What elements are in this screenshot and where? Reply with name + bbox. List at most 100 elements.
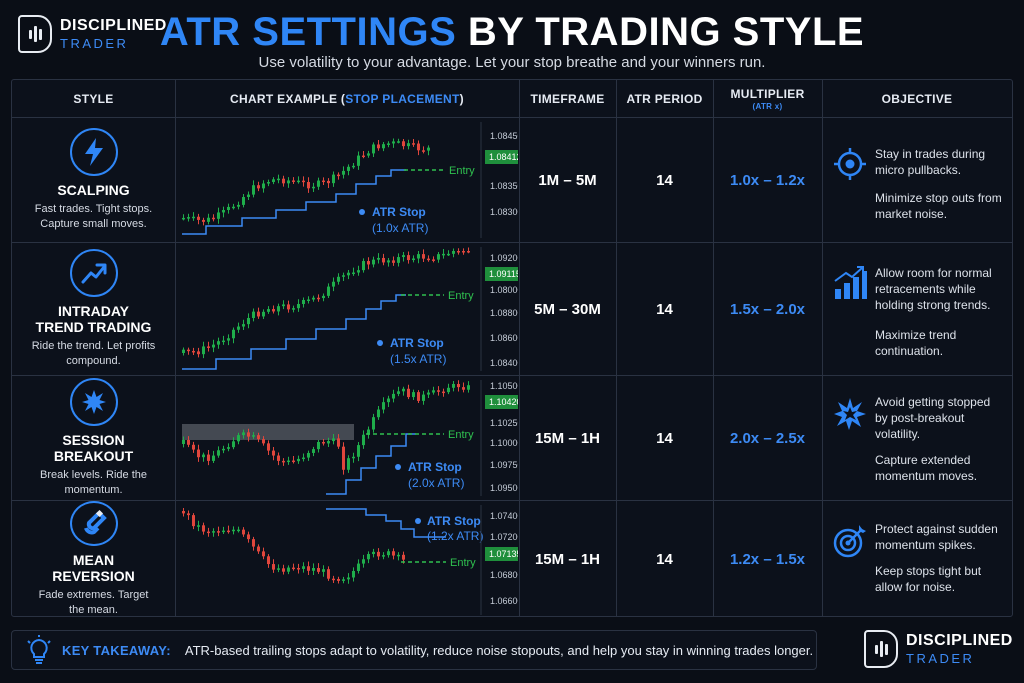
candle-body — [272, 309, 275, 312]
candle-body — [207, 346, 210, 348]
style-name-line: MEAN — [72, 552, 115, 568]
price-label: 1.06800 — [490, 570, 518, 580]
chart-intraday: Entry ATR Stop (1.5x ATR) 1.09200 1.0911… — [182, 247, 518, 371]
candle-body — [212, 344, 215, 348]
candle-body — [237, 435, 240, 442]
candle-body — [377, 409, 380, 418]
current-price: 1.10420 — [489, 397, 518, 407]
objective-scalping: Stay in trades during micro pullbacks. M… — [822, 118, 1012, 242]
candle-body — [362, 261, 365, 271]
candle-body — [257, 311, 260, 317]
candle-body — [312, 297, 315, 300]
candle-body — [437, 390, 440, 392]
candle-body — [347, 166, 350, 171]
candle-body — [207, 531, 210, 534]
candle-body — [242, 432, 245, 436]
row-divider — [12, 375, 1012, 376]
candle-body — [302, 566, 305, 569]
row-divider — [12, 242, 1012, 243]
header-multiplier-label: MULTIPLIER — [730, 86, 805, 101]
atr-stop-dot — [415, 518, 421, 524]
candle-body — [462, 387, 465, 390]
candle-body — [287, 460, 290, 463]
candle-body — [402, 255, 405, 258]
candle-body — [447, 253, 450, 256]
candle-body — [417, 143, 420, 151]
page-subtitle: Use volatility to your advantage. Let yo… — [258, 54, 766, 71]
objective-line: Keep stops tight but allow for noise. — [875, 564, 982, 594]
candle-body — [242, 529, 245, 535]
candle-body — [377, 144, 380, 149]
candle-body — [202, 525, 205, 532]
lightning-icon — [69, 128, 118, 176]
candle-body — [397, 554, 400, 557]
candle-body — [277, 568, 280, 570]
candle-body — [357, 270, 360, 273]
current-price: 1.09115 — [489, 269, 518, 279]
atr-stop-line — [326, 508, 446, 538]
candle-body — [402, 388, 405, 392]
candle-body — [347, 458, 350, 470]
price-label: 1.08300 — [490, 207, 518, 217]
atr-period-value: 14 — [656, 429, 673, 447]
atr-settings-table: STYLE CHART EXAMPLE (STOP PLACEMENT) TIM… — [11, 79, 1013, 617]
candle-body — [202, 346, 205, 355]
candle-body — [322, 295, 325, 299]
candle-body — [317, 180, 320, 187]
candle-body — [342, 170, 345, 175]
candle-body — [427, 147, 430, 151]
price-label: 1.07200 — [490, 532, 518, 542]
candle-body — [447, 387, 450, 393]
candle-body — [357, 445, 360, 457]
timeframe-value: 15M – 1H — [534, 429, 601, 447]
candle-body — [362, 434, 365, 446]
candle-body — [192, 444, 195, 450]
header-objective: OBJECTIVE — [881, 91, 953, 106]
candle-body — [387, 260, 390, 263]
candle-body — [232, 441, 235, 448]
candle-body — [412, 258, 415, 261]
candle-body — [347, 272, 350, 276]
header-chart-prefix: CHART EXAMPLE ( — [230, 91, 346, 106]
objective-intraday: Allow room for normal retracements while… — [822, 243, 1012, 375]
candle-body — [227, 530, 230, 533]
bar-chart-up-icon — [834, 266, 867, 299]
multiplier-value: 1.0x – 1.2x — [729, 171, 806, 189]
candle-body — [407, 255, 410, 261]
candle-body — [217, 450, 220, 456]
objective-line: Minimize stop outs from market noise. — [875, 191, 1002, 221]
candle-body — [187, 513, 190, 516]
candle-body — [407, 388, 410, 398]
price-label: 1.08000 — [490, 285, 518, 295]
candle-body — [342, 275, 345, 277]
candle-body — [182, 440, 185, 444]
candle-body — [407, 143, 410, 147]
header-multiplier-sub: (ATR x) — [752, 101, 783, 111]
style-description: Fade extremes. Target the mean. — [39, 588, 149, 618]
candle-body — [432, 390, 435, 393]
candle-body — [437, 254, 440, 260]
magnet-icon — [69, 501, 118, 546]
price-label: 1.08800 — [490, 308, 518, 318]
candle-body — [357, 563, 360, 571]
candle-body — [377, 257, 380, 260]
entry-label: Entry — [450, 557, 476, 569]
candle-body — [267, 309, 270, 312]
candle-body — [192, 216, 195, 219]
price-label: 1.09200 — [490, 253, 518, 263]
price-label: 1.08350 — [490, 181, 518, 191]
candle-body — [277, 455, 280, 461]
title-highlight: ATR SETTINGS — [159, 10, 457, 54]
candle-body — [387, 143, 390, 145]
candle-body — [262, 439, 265, 444]
candle-body — [432, 259, 435, 261]
candle-body — [192, 350, 195, 353]
trend-up-icon — [69, 249, 118, 297]
objective-line: Capture extended momentum moves. — [875, 453, 978, 483]
timeframe-value: 1M – 5M — [538, 171, 597, 189]
range-box — [182, 424, 354, 440]
key-takeaway-bar: KEY TAKEAWAY: ATR-based trailing stops a… — [11, 630, 817, 670]
atr-period-value: 14 — [656, 171, 673, 189]
price-label: 1.08450 — [490, 131, 518, 141]
candle-body — [182, 217, 185, 220]
